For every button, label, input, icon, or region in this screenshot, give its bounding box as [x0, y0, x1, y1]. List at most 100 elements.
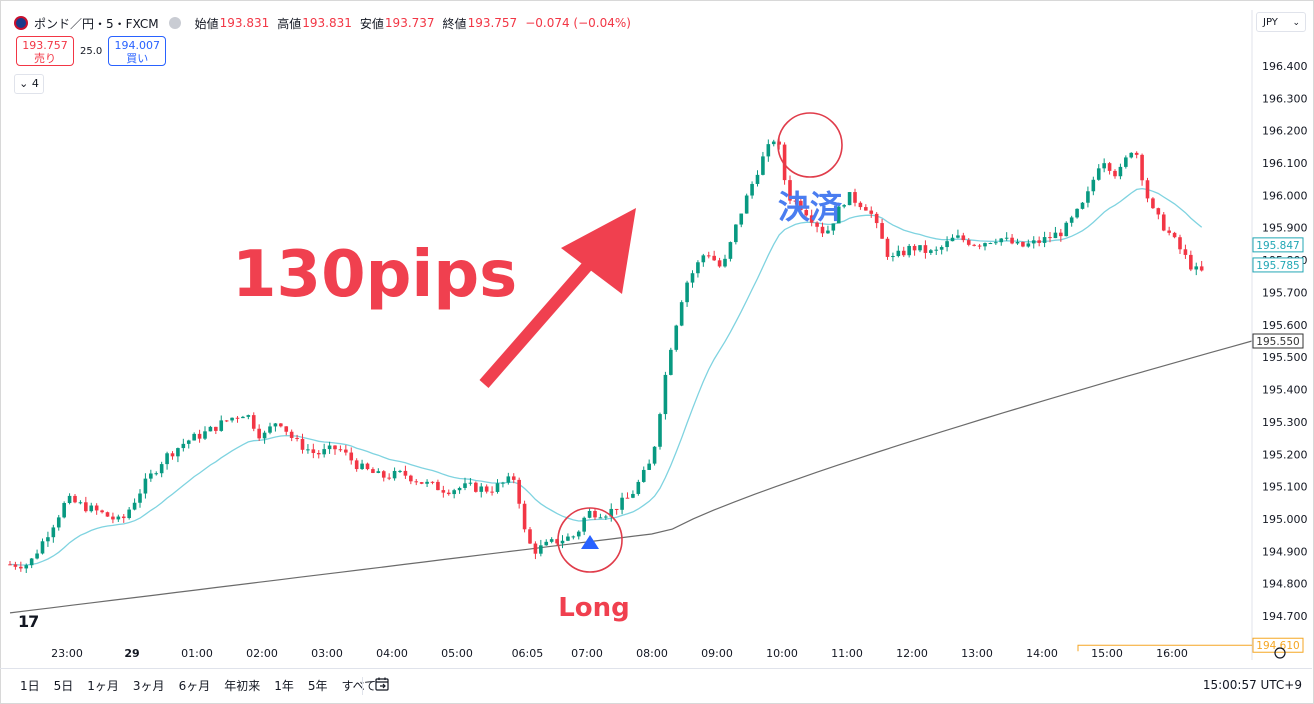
candle-body	[560, 540, 565, 544]
range-button[interactable]: すべて	[341, 679, 377, 693]
time-tick-label: 02:00	[246, 647, 278, 660]
candle-body	[316, 452, 321, 455]
open-value: 193.831	[219, 16, 270, 30]
time-tick-label: 12:00	[896, 647, 928, 660]
candle-body	[750, 183, 754, 196]
candle-body	[836, 206, 841, 224]
candle-body	[56, 517, 61, 528]
candle-body	[847, 192, 852, 206]
candle-body	[712, 255, 716, 261]
candle-body	[121, 516, 126, 519]
candle-body	[788, 180, 792, 201]
candle-body	[766, 144, 771, 157]
candle-body	[409, 475, 413, 482]
sell-button[interactable]: 193.757 売り	[16, 36, 74, 66]
exit-annotation: 決済	[778, 188, 843, 226]
candle-body	[1129, 152, 1134, 158]
candle-body	[1026, 243, 1031, 247]
candle-body	[311, 449, 316, 453]
candle-body	[463, 483, 467, 488]
symbol-title[interactable]: ポンド／円・5・FXCM	[34, 16, 159, 31]
candle-body	[484, 486, 489, 492]
range-button[interactable]: 6ヶ月	[178, 679, 211, 693]
candle-body	[224, 420, 229, 422]
time-axis: 23:00 29 01:00 02:00 03:00 04:00 05:00 06:05 07:…	[51, 647, 1286, 660]
candle-body	[300, 438, 305, 450]
candle-body	[831, 223, 836, 231]
candle-body	[40, 541, 45, 554]
range-button[interactable]: 1ヶ月	[87, 679, 119, 693]
candle-body	[425, 481, 429, 484]
candle-body	[165, 453, 169, 465]
price-tick-label: 194.800	[1262, 578, 1308, 591]
candle-body	[874, 213, 879, 224]
candle-body	[864, 207, 868, 211]
currency-select[interactable]: JPY ⌄	[1256, 12, 1306, 32]
time-tick-label: 14:00	[1026, 647, 1058, 660]
candle-body	[966, 240, 971, 245]
candle-body	[939, 247, 944, 250]
range-button[interactable]: 1年	[274, 679, 294, 693]
candle-body	[1161, 214, 1166, 231]
candle-body	[804, 210, 809, 216]
range-button[interactable]: 3ヶ月	[132, 679, 165, 693]
candle-body	[907, 245, 911, 256]
time-tick-label: 01:00	[181, 647, 213, 660]
symbol-header: ポンド／円・5・FXCM 始値 193.831 高値 193.831 安値 19…	[14, 12, 631, 34]
price-tick-label: 196.100	[1262, 157, 1308, 170]
candle-body	[918, 245, 922, 251]
candle-body	[1004, 237, 1009, 239]
candle-body	[246, 415, 251, 417]
time-tick-label: 15:00	[1091, 647, 1123, 660]
range-button[interactable]: 年初来	[224, 679, 261, 693]
candle-body	[696, 262, 700, 274]
candle-body	[1140, 154, 1144, 181]
candle-body	[652, 446, 657, 464]
candle-body	[869, 210, 874, 214]
change-value: −0.074 (−0.04%)	[525, 16, 631, 30]
candle-body	[1189, 254, 1193, 270]
high-label: 高値	[277, 16, 302, 31]
candle-body	[241, 416, 245, 419]
time-tick-label: 23:00	[51, 647, 83, 660]
candle-body	[734, 224, 738, 243]
candle-body	[403, 470, 408, 476]
candle-body	[631, 493, 635, 498]
candle-body	[674, 325, 679, 350]
candle-body	[669, 349, 673, 375]
candle-body	[419, 482, 424, 484]
candle-body	[13, 564, 18, 567]
price-tag-value: 195.785	[1256, 260, 1299, 272]
low-label: 安値	[359, 16, 384, 31]
candle-body	[636, 481, 641, 494]
candle-body	[961, 235, 966, 241]
candle-body	[381, 471, 386, 478]
candle-body	[138, 493, 142, 503]
candle-body	[105, 512, 110, 517]
buy-button[interactable]: 194.007 買い	[108, 36, 167, 66]
range-button[interactable]: 5年	[307, 679, 328, 693]
candle-body	[539, 545, 543, 554]
range-buttons: 1日 5日 1ヶ月 3ヶ月 6ヶ月 年初来 1年 5年 すべて	[20, 677, 376, 694]
price-chart[interactable]: 196.400 196.300 196.200 196.100 196.000 195.9…	[0, 0, 1314, 668]
price-tick-label: 196.400	[1262, 60, 1308, 73]
tradingview-logo[interactable]: 17	[18, 612, 39, 631]
price-tag-value: 195.550	[1256, 336, 1299, 348]
candle-body	[1031, 240, 1036, 244]
candle-body	[679, 302, 684, 326]
candle-body	[474, 482, 478, 492]
candle-body	[479, 486, 484, 492]
candle-body	[842, 205, 846, 207]
candle-body	[728, 242, 733, 259]
candle-body	[1042, 237, 1047, 243]
calendar-goto-icon[interactable]	[374, 676, 390, 692]
range-button[interactable]: 1日	[20, 679, 40, 693]
candle-body	[587, 510, 592, 518]
range-button[interactable]: 5日	[53, 679, 74, 693]
candles	[8, 137, 1204, 573]
clock-timezone[interactable]: 15:00:57 UTC+9	[1202, 678, 1302, 692]
candle-body	[994, 242, 998, 244]
candle-body	[295, 437, 299, 439]
indicator-collapse-button[interactable]: ⌄ 4	[14, 74, 44, 94]
candle-body	[853, 192, 857, 203]
